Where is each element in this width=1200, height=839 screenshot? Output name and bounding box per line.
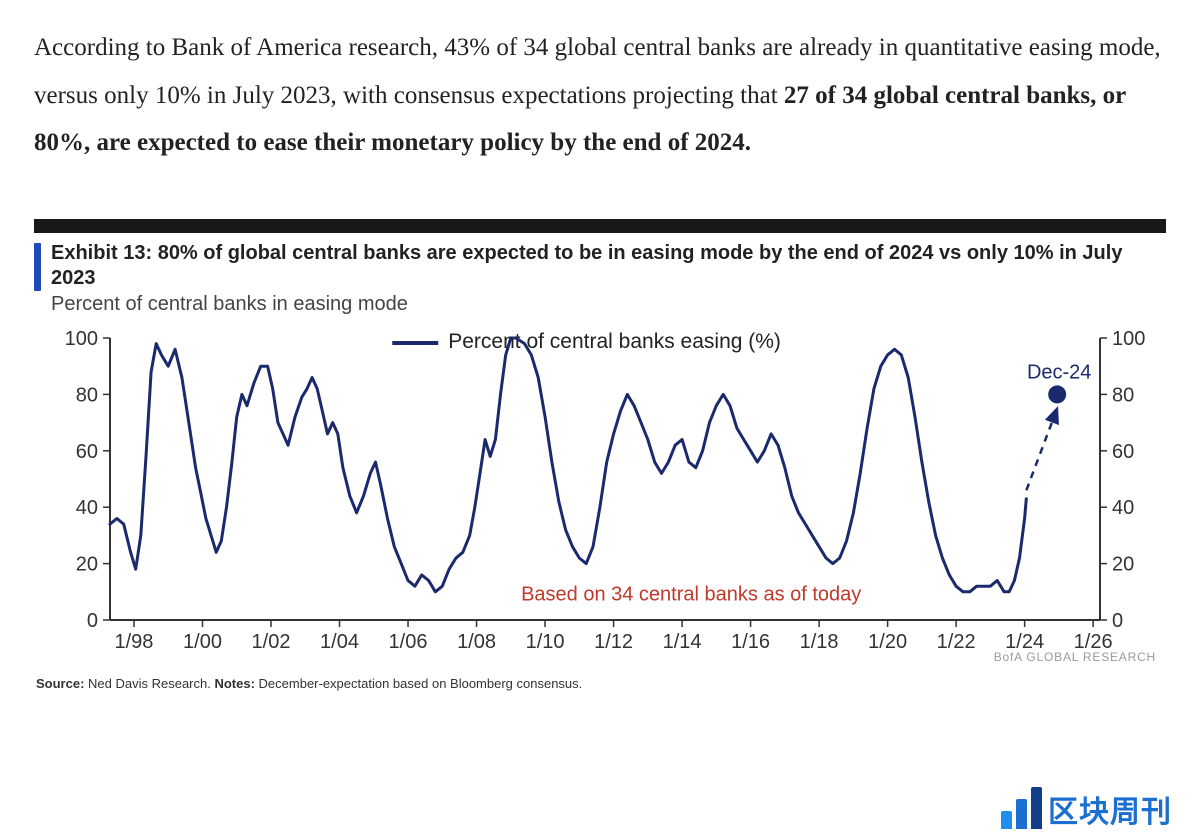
svg-text:Percent of central banks easin: Percent of central banks easing (%) [448, 330, 781, 353]
svg-text:80: 80 [1112, 384, 1134, 406]
exhibit-accent [34, 243, 41, 291]
svg-text:1/08: 1/08 [457, 631, 496, 653]
svg-text:80: 80 [76, 384, 98, 406]
svg-text:20: 20 [1112, 553, 1134, 575]
exhibit-topbar [34, 219, 1166, 233]
source-text: Ned Davis Research. [84, 676, 214, 691]
line-chart: 0 20 40 60 80 100 0 20 40 60 80 100 1/98 1/00 1/02 1/04… [34, 330, 1156, 670]
exhibit-title: Exhibit 13: 80% of global central banks … [51, 241, 1166, 291]
svg-text:1/00: 1/00 [183, 631, 222, 653]
svg-text:Dec-24: Dec-24 [1027, 361, 1091, 383]
svg-text:1/10: 1/10 [526, 631, 565, 653]
intro-paragraph: According to Bank of America research, 4… [34, 24, 1166, 167]
notes-text: December-expectation based on Bloomberg … [255, 676, 582, 691]
brand-text: 区块周刊 [1048, 798, 1172, 829]
svg-text:1/18: 1/18 [800, 631, 839, 653]
brand-watermark: 区块周刊 [1001, 787, 1172, 829]
svg-text:0: 0 [87, 610, 98, 632]
svg-text:1/06: 1/06 [389, 631, 428, 653]
svg-text:1/12: 1/12 [594, 631, 633, 653]
source-label: Source: [36, 676, 84, 691]
svg-text:20: 20 [76, 553, 98, 575]
bofa-watermark: BofA GLOBAL RESEARCH [994, 650, 1156, 664]
svg-text:1/22: 1/22 [937, 631, 976, 653]
svg-text:100: 100 [1112, 330, 1145, 350]
source-line: Source: Ned Davis Research. Notes: Decem… [34, 676, 1166, 691]
svg-text:1/14: 1/14 [663, 631, 702, 653]
notes-label: Notes: [214, 676, 254, 691]
svg-text:1/16: 1/16 [731, 631, 770, 653]
svg-text:40: 40 [1112, 497, 1134, 519]
exhibit-subtitle: Percent of central banks in easing mode [51, 293, 1166, 316]
svg-text:1/98: 1/98 [115, 631, 154, 653]
svg-text:60: 60 [76, 440, 98, 462]
exhibit-block: Exhibit 13: 80% of global central banks … [34, 219, 1166, 691]
svg-text:1/02: 1/02 [252, 631, 291, 653]
chart-container: 0 20 40 60 80 100 0 20 40 60 80 100 1/98 1/00 1/02 1/04… [34, 330, 1166, 670]
svg-text:100: 100 [65, 330, 98, 350]
svg-text:60: 60 [1112, 440, 1134, 462]
brand-bars-icon [1001, 787, 1042, 829]
svg-text:0: 0 [1112, 610, 1123, 632]
svg-text:1/20: 1/20 [868, 631, 907, 653]
svg-text:40: 40 [76, 497, 98, 519]
svg-text:Based on 34 central banks as o: Based on 34 central banks as of today [521, 583, 861, 605]
exhibit-header: Exhibit 13: 80% of global central banks … [34, 241, 1166, 316]
svg-text:1/04: 1/04 [320, 631, 359, 653]
